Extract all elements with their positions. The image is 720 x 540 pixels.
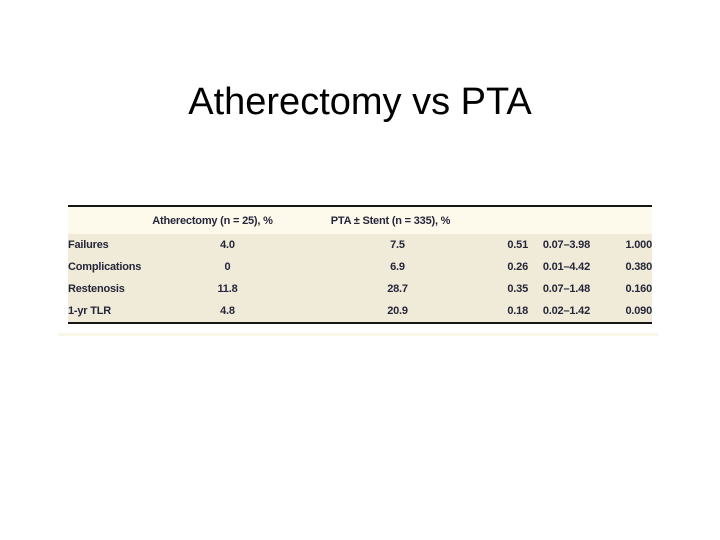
cell-confidence-interval: 0.02–1.42 [528,300,590,323]
cell-atherectomy: 4.8 [150,300,305,323]
figure-bottom-edge [58,333,658,336]
cell-p-value: 0.160 [590,278,652,300]
cell-p-value: 0.090 [590,300,652,323]
col-header-atherectomy: Atherectomy (n = 25), % [150,206,305,234]
cell-odds-ratio: 0.35 [490,278,528,300]
cell-pta-stent: 20.9 [305,300,490,323]
table-row-1yr-tlr: 1-yr TLR 4.8 20.9 0.18 0.02–1.42 0.090 [68,300,652,323]
cell-odds-ratio: 0.51 [490,234,528,256]
slide-title: Atherectomy vs PTA [188,81,532,123]
cell-p-value: 1.000 [590,234,652,256]
col-header-empty [490,206,528,234]
cell-atherectomy: 11.8 [150,278,305,300]
row-label: Restenosis [68,278,150,300]
cell-confidence-interval: 0.07–1.48 [528,278,590,300]
cell-confidence-interval: 0.07–3.98 [528,234,590,256]
cell-p-value: 0.380 [590,256,652,278]
cell-odds-ratio: 0.18 [490,300,528,323]
clinical-outcomes-table: Atherectomy (n = 25), % PTA ± Stent (n =… [68,205,652,324]
table-row-restenosis: Restenosis 11.8 28.7 0.35 0.07–1.48 0.16… [68,278,652,300]
table-header-row: Atherectomy (n = 25), % PTA ± Stent (n =… [68,206,652,234]
table-row-complications: Complications 0 6.9 0.26 0.01–4.42 0.380 [68,256,652,278]
col-header-empty [528,206,590,234]
cell-confidence-interval: 0.01–4.42 [528,256,590,278]
cell-pta-stent: 28.7 [305,278,490,300]
cell-pta-stent: 6.9 [305,256,490,278]
row-label: Failures [68,234,150,256]
row-label: Complications [68,256,150,278]
col-header-empty [68,206,150,234]
table-row-failures: Failures 4.0 7.5 0.51 0.07–3.98 1.000 [68,234,652,256]
cell-atherectomy: 4.0 [150,234,305,256]
row-label: 1-yr TLR [68,300,150,323]
col-header-empty [590,206,652,234]
cell-atherectomy: 0 [150,256,305,278]
cell-pta-stent: 7.5 [305,234,490,256]
comparison-table-figure: Atherectomy (n = 25), % PTA ± Stent (n =… [68,205,652,324]
col-header-pta-stent: PTA ± Stent (n = 335), % [305,206,490,234]
cell-odds-ratio: 0.26 [490,256,528,278]
